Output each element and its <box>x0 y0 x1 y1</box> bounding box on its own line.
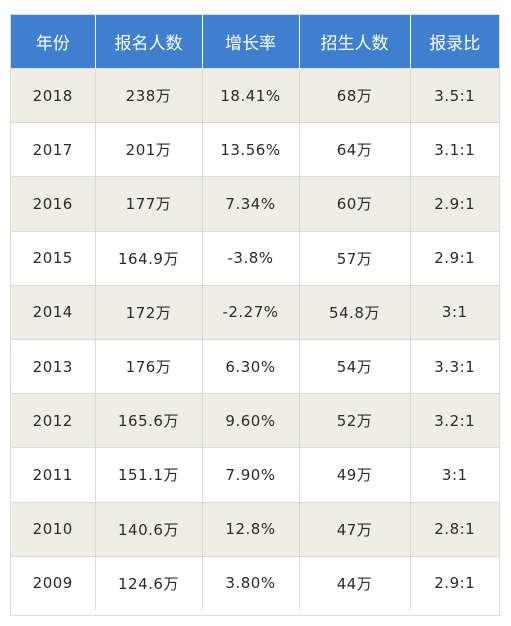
cell-year: 2016 <box>11 176 96 232</box>
cell-admission-ratio: 3.3:1 <box>410 338 499 394</box>
cell-growth-rate: -3.8% <box>202 230 300 286</box>
table-row: 2009 124.6万 3.80% 44万 2.9:1 <box>11 555 499 610</box>
cell-enrollment: 57万 <box>299 230 411 286</box>
cell-admission-ratio: 3.5:1 <box>410 67 499 123</box>
table-row: 2011 151.1万 7.90% 49万 3:1 <box>11 447 499 502</box>
cell-enrollment: 52万 <box>299 393 411 448</box>
cell-admission-ratio: 3:1 <box>410 284 499 340</box>
cell-enrollment: 68万 <box>299 67 411 123</box>
header-applicants: 报名人数 <box>95 15 203 69</box>
table-row: 2015 164.9万 -3.8% 57万 2.9:1 <box>11 230 499 286</box>
cell-growth-rate: 7.34% <box>202 176 300 232</box>
cell-year: 2013 <box>11 338 96 394</box>
cell-growth-rate: 6.30% <box>202 338 300 394</box>
cell-applicants: 165.6万 <box>95 393 203 448</box>
cell-admission-ratio: 2.8:1 <box>410 501 499 557</box>
cell-year: 2012 <box>11 393 96 448</box>
cell-growth-rate: 18.41% <box>202 67 300 123</box>
table-row: 2012 165.6万 9.60% 52万 3.2:1 <box>11 393 499 448</box>
cell-admission-ratio: 3.1:1 <box>410 122 499 177</box>
cell-year: 2017 <box>11 122 96 177</box>
header-year: 年份 <box>11 15 96 69</box>
table-row: 2018 238万 18.41% 68万 3.5:1 <box>11 67 499 123</box>
cell-enrollment: 64万 <box>299 122 411 177</box>
cell-growth-rate: 13.56% <box>202 122 300 177</box>
header-growth-rate: 增长率 <box>202 15 300 69</box>
cell-applicants: 238万 <box>95 67 203 123</box>
cell-enrollment: 47万 <box>299 501 411 557</box>
cell-year: 2015 <box>11 230 96 286</box>
cell-admission-ratio: 2.9:1 <box>410 230 499 286</box>
cell-enrollment: 54.8万 <box>299 284 411 340</box>
cell-year: 2011 <box>11 447 96 502</box>
cell-enrollment: 44万 <box>299 555 411 610</box>
cell-year: 2009 <box>11 555 96 610</box>
cell-admission-ratio: 3:1 <box>410 447 499 502</box>
header-enrollment: 招生人数 <box>299 15 411 69</box>
cell-applicants: 164.9万 <box>95 230 203 286</box>
cell-growth-rate: 7.90% <box>202 447 300 502</box>
table-row: 2010 140.6万 12.8% 47万 2.8:1 <box>11 501 499 557</box>
header-admission-ratio: 报录比 <box>410 15 499 69</box>
cell-enrollment: 49万 <box>299 447 411 502</box>
table-row: 2016 177万 7.34% 60万 2.9:1 <box>11 176 499 232</box>
cell-applicants: 176万 <box>95 338 203 394</box>
cell-growth-rate: -2.27% <box>202 284 300 340</box>
cell-year: 2014 <box>11 284 96 340</box>
cell-admission-ratio: 2.9:1 <box>410 555 499 610</box>
table-row: 2017 201万 13.56% 64万 3.1:1 <box>11 122 499 177</box>
cell-growth-rate: 12.8% <box>202 501 300 557</box>
table-frame: 年份 报名人数 增长率 招生人数 报录比 2018 238万 18.41% 68万 3.… <box>10 14 500 616</box>
cell-year: 2010 <box>11 501 96 557</box>
cell-admission-ratio: 3.2:1 <box>410 393 499 448</box>
cell-year: 2018 <box>11 67 96 123</box>
table-body: 2018 238万 18.41% 68万 3.5:1 2017 201万 13.56% 64万 3… <box>11 67 499 610</box>
table-header: 年份 报名人数 增长率 招生人数 报录比 <box>11 15 499 69</box>
cell-applicants: 151.1万 <box>95 447 203 502</box>
cell-growth-rate: 3.80% <box>202 555 300 610</box>
cell-applicants: 124.6万 <box>95 555 203 610</box>
table-row: 2014 172万 -2.27% 54.8万 3:1 <box>11 284 499 340</box>
cell-enrollment: 60万 <box>299 176 411 232</box>
admissions-table: 年份 报名人数 增长率 招生人数 报录比 2018 238万 18.41% 68万 3.… <box>11 15 499 610</box>
cell-applicants: 172万 <box>95 284 203 340</box>
cell-admission-ratio: 2.9:1 <box>410 176 499 232</box>
cell-growth-rate: 9.60% <box>202 393 300 448</box>
cell-applicants: 201万 <box>95 122 203 177</box>
cell-enrollment: 54万 <box>299 338 411 394</box>
cell-applicants: 177万 <box>95 176 203 232</box>
header-row: 年份 报名人数 增长率 招生人数 报录比 <box>11 15 499 69</box>
table-row: 2013 176万 6.30% 54万 3.3:1 <box>11 338 499 394</box>
cell-applicants: 140.6万 <box>95 501 203 557</box>
